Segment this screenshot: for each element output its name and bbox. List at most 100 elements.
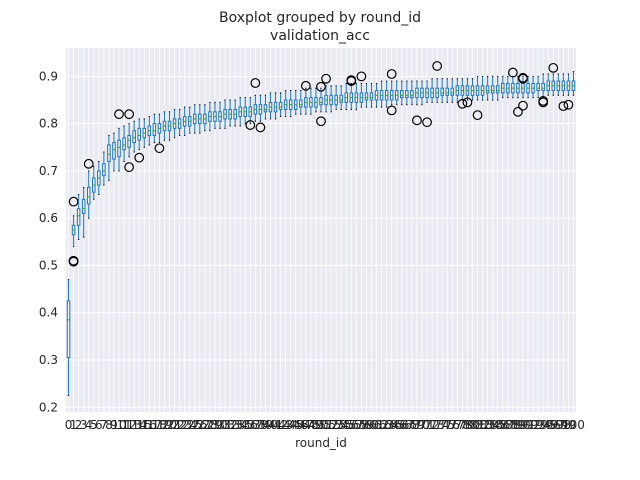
- box-32: [228, 99, 232, 127]
- box-59: [364, 82, 369, 108]
- flier-point: [472, 110, 483, 121]
- flier-point: [422, 117, 432, 128]
- x-tick-label: 58: [354, 418, 369, 432]
- box-97: [556, 73, 561, 96]
- box-80: [470, 78, 475, 101]
- x-tick-label: 4: [85, 418, 93, 432]
- box-37: [250, 78, 261, 122]
- flier-point: [548, 62, 559, 73]
- box-35: [243, 97, 248, 125]
- iqr-box: [81, 198, 86, 214]
- flier-point: [513, 106, 523, 117]
- x-tick-label: 43: [278, 418, 293, 432]
- box-69: [412, 80, 422, 126]
- flier-point: [250, 78, 261, 88]
- box-3: [81, 186, 86, 238]
- flier-point: [538, 97, 549, 108]
- box-41: [273, 92, 278, 120]
- x-tick-label: 83: [480, 418, 495, 432]
- x-tick-label: 64: [384, 418, 399, 432]
- box-100: [571, 71, 576, 96]
- box-64: [386, 69, 397, 116]
- iqr-box: [112, 142, 116, 160]
- box-50: [316, 81, 326, 127]
- box-34: [238, 97, 242, 127]
- x-tick-label: 75: [440, 418, 455, 432]
- x-tick-label: 63: [379, 418, 394, 432]
- box-78: [457, 78, 468, 109]
- x-tick-label: 56: [344, 418, 359, 432]
- flier-point: [124, 109, 135, 120]
- iqr-box: [132, 130, 136, 144]
- x-tick-label: 78: [455, 418, 470, 432]
- box-73: [432, 61, 443, 103]
- iqr-box: [319, 97, 323, 106]
- box-31: [223, 99, 227, 129]
- x-axis-label: round_id: [295, 436, 347, 450]
- x-tick-label: 31: [217, 418, 232, 432]
- iqr-box: [405, 90, 409, 99]
- flier-point: [124, 162, 135, 173]
- x-tick-label: 85: [490, 418, 505, 432]
- y-tick-label: 0.8: [39, 117, 58, 131]
- iqr-box: [107, 144, 111, 162]
- box-86: [501, 75, 505, 99]
- x-tick-label: 40: [263, 418, 278, 432]
- x-tick-label: 53: [329, 418, 344, 432]
- box-61: [374, 82, 379, 108]
- box-58: [356, 71, 367, 108]
- box-40: [268, 92, 273, 120]
- box-16: [147, 116, 152, 146]
- x-tick-label: 82: [475, 418, 490, 432]
- iqr-box: [86, 186, 91, 205]
- flier-point: [412, 115, 422, 126]
- flier-point: [68, 196, 79, 207]
- box-22: [177, 108, 182, 136]
- box-30: [218, 101, 222, 129]
- box-63: [384, 80, 389, 108]
- flier-point: [386, 69, 397, 79]
- box-60: [369, 82, 374, 108]
- box-71: [422, 80, 432, 128]
- box-87: [506, 75, 510, 99]
- box-90: [518, 72, 528, 111]
- box-88: [507, 67, 518, 99]
- x-tick-label: 37: [248, 418, 263, 432]
- x-tick-label: 70: [414, 418, 429, 432]
- x-tick-label: 7: [100, 418, 108, 432]
- box-2: [76, 194, 81, 240]
- x-tick-label: 1: [70, 418, 78, 432]
- chart-title: Boxplot grouped by round_id: [219, 10, 421, 26]
- box-79: [462, 78, 473, 108]
- x-tick-label: 12: [121, 418, 136, 432]
- y-tick-label: 0.5: [39, 258, 58, 272]
- box-72: [430, 78, 434, 103]
- box-67: [405, 80, 409, 106]
- box-65: [394, 80, 399, 106]
- box-0: [66, 279, 71, 396]
- iqr-box: [137, 127, 141, 141]
- x-tick-label: 81: [470, 418, 485, 432]
- box-66: [400, 80, 404, 106]
- x-tick-label: 86: [495, 418, 510, 432]
- flier-point: [356, 71, 367, 82]
- box-29: [213, 101, 217, 129]
- y-tick-label: 0.2: [39, 400, 58, 414]
- x-tick-label: 18: [152, 418, 167, 432]
- x-tick-label: 29: [207, 418, 222, 432]
- x-axis-ticks: 0123456789101112131415161718192021222324…: [65, 418, 585, 432]
- flier-point: [432, 61, 443, 71]
- x-tick-label: 32: [222, 418, 237, 432]
- box-17: [152, 113, 157, 144]
- x-tick-label: 66: [394, 418, 409, 432]
- y-tick-label: 0.6: [39, 211, 58, 225]
- iqr-box: [485, 85, 490, 94]
- box-5: [92, 165, 96, 200]
- box-85: [495, 75, 500, 101]
- y-tick-label: 0.3: [39, 353, 58, 367]
- x-tick-label: 87: [500, 418, 515, 432]
- x-tick-label: 100: [562, 418, 585, 432]
- iqr-box: [369, 92, 374, 101]
- flier-point: [255, 122, 266, 133]
- iqr-box: [76, 208, 81, 226]
